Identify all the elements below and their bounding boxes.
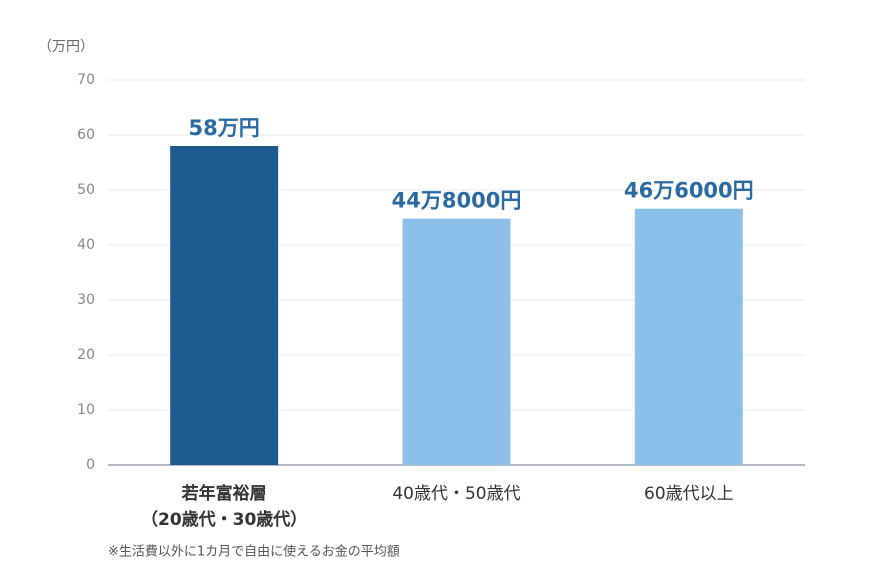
- x-tick-label: 若年富裕層 （20歳代・30歳代）: [140, 484, 308, 530]
- y-tick-label: 30: [77, 292, 95, 308]
- y-tick-label: 20: [77, 347, 95, 363]
- y-tick-label: 0: [86, 457, 95, 473]
- y-tick-label: 10: [77, 402, 95, 418]
- y-tick-label: 40: [77, 237, 95, 253]
- x-tick-label: 40歳代・50歳代: [392, 484, 521, 504]
- bar: [402, 218, 511, 465]
- y-tick-label: 70: [77, 72, 95, 88]
- value-label: 44万8000円: [392, 189, 522, 213]
- footnote: ※生活費以外に1カ月で自由に使えるお金の平均額: [108, 544, 400, 560]
- y-tick-label: 60: [77, 127, 95, 143]
- y-tick-label: 50: [77, 182, 95, 198]
- y-axis-label: （万円）: [38, 39, 94, 55]
- value-label: 58万円: [189, 116, 260, 140]
- x-tick-label: 60歳代以上: [644, 484, 734, 504]
- value-label: 46万6000円: [624, 179, 754, 203]
- bar: [170, 146, 279, 465]
- bar: [634, 208, 743, 465]
